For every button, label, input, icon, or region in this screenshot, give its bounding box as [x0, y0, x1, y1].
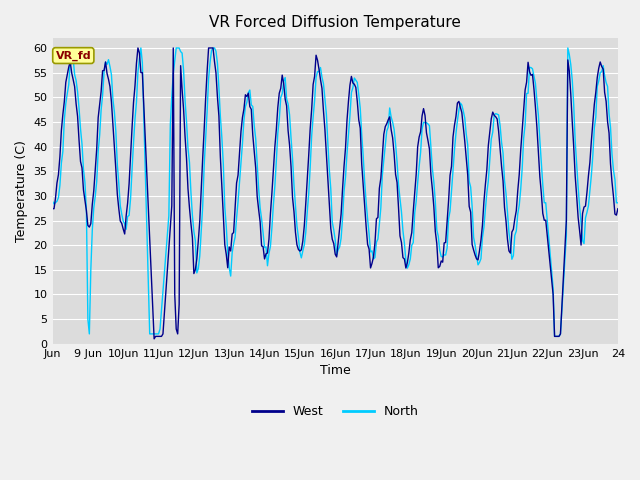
- West: [99, 68, 106, 73]
- North: [49, 199, 56, 204]
- North: [551, 334, 559, 339]
- West: [614, 206, 621, 212]
- Line: West: West: [52, 48, 618, 339]
- West: [351, 82, 358, 87]
- North: [99, 93, 106, 98]
- West: [150, 336, 158, 342]
- Line: North: North: [52, 48, 618, 336]
- West: [445, 198, 452, 204]
- West: [49, 206, 56, 212]
- North: [444, 245, 451, 251]
- North: [62, 101, 70, 107]
- Legend: West, North: West, North: [247, 400, 424, 423]
- North: [426, 123, 433, 129]
- X-axis label: Time: Time: [320, 364, 351, 377]
- North: [283, 96, 291, 102]
- Text: VR_fd: VR_fd: [56, 50, 91, 60]
- Title: VR Forced Diffusion Temperature: VR Forced Diffusion Temperature: [209, 15, 461, 30]
- North: [349, 85, 356, 91]
- West: [62, 79, 70, 85]
- North: [137, 45, 145, 51]
- West: [134, 45, 142, 51]
- West: [284, 128, 292, 133]
- West: [427, 172, 435, 178]
- North: [614, 200, 621, 206]
- Y-axis label: Temperature (C): Temperature (C): [15, 140, 28, 242]
